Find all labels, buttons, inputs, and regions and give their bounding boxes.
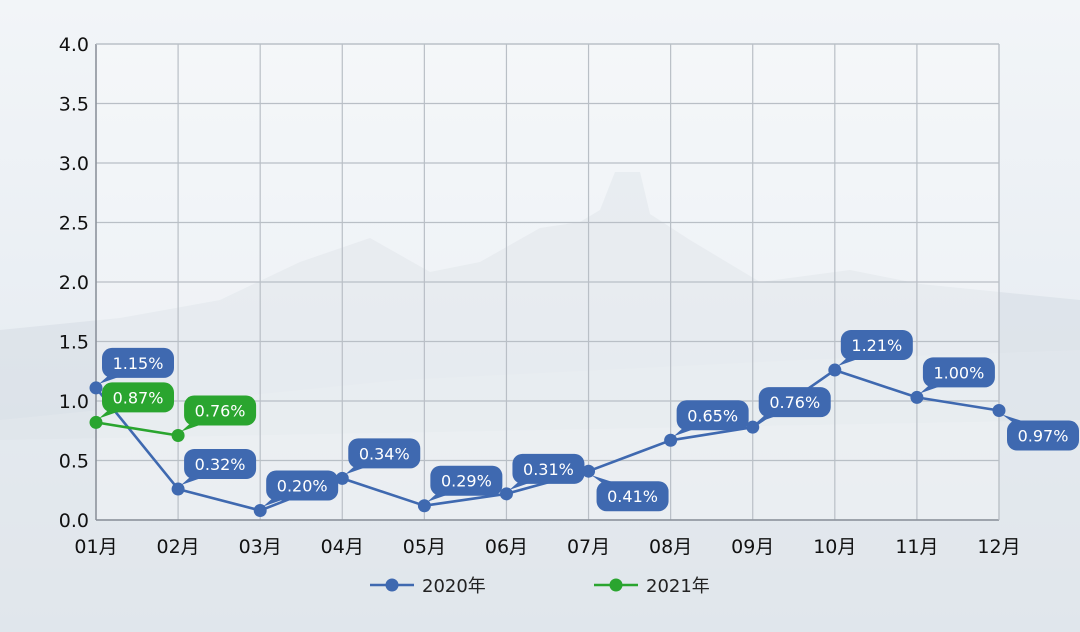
data-label-text: 1.00% <box>933 363 984 382</box>
data-point-1 <box>253 503 267 517</box>
data-label-2: 0.76% <box>181 395 257 432</box>
data-label-text: 0.20% <box>277 476 328 495</box>
data-label-2: 0.87% <box>99 382 174 419</box>
x-tick-label: 11月 <box>895 536 938 558</box>
data-point-1 <box>828 363 842 377</box>
data-point-2 <box>171 429 185 443</box>
data-label-1: 1.21% <box>837 330 913 367</box>
x-tick-label: 05月 <box>403 536 446 558</box>
data-label-1: 0.32% <box>181 449 257 486</box>
y-axis-tick-labels: 0.0 0.5 1.0 1.5 2.0 2.5 3.0 3.5 4.0 <box>59 34 89 532</box>
data-label-box <box>922 357 995 388</box>
data-point-1 <box>582 464 596 478</box>
x-tick-label: 08月 <box>649 536 692 558</box>
data-label-box <box>184 395 257 426</box>
data-point-2 <box>89 415 103 429</box>
data-label-text: 0.41% <box>607 487 658 506</box>
series-line-2 <box>95 421 179 437</box>
y-tick-label: 2.5 <box>59 213 89 235</box>
y-tick-label: 0.5 <box>59 451 89 473</box>
data-label-box <box>1007 420 1079 451</box>
data-label-text: 0.32% <box>195 455 246 474</box>
data-label-1: 0.29% <box>427 465 503 502</box>
data-label-text: 0.97% <box>1018 427 1069 446</box>
data-label-1: 1.15% <box>99 347 174 384</box>
data-label-text: 1.15% <box>113 354 164 373</box>
x-tick-label: 01月 <box>74 536 117 558</box>
data-point-1 <box>992 404 1006 418</box>
plot-grid <box>95 43 1000 521</box>
data-label-1: 0.31% <box>509 453 585 490</box>
x-axis-tick-labels: 01月 02月 03月 04月 05月 06月 07月 08月 09月 10月 11月 12月 <box>74 536 1020 558</box>
x-tick-label: 02月 <box>156 536 199 558</box>
data-point-1 <box>171 482 185 496</box>
x-tick-label: 07月 <box>567 536 610 558</box>
legend: 2020年 2021年 <box>370 576 710 597</box>
data-label-box <box>266 470 339 501</box>
legend-swatch-marker <box>385 578 399 592</box>
data-label-text: 0.31% <box>523 460 574 479</box>
data-label-box <box>676 400 749 431</box>
data-label-box <box>840 330 913 361</box>
x-tick-label: 12月 <box>977 536 1020 558</box>
data-label-1: 0.97% <box>1002 414 1079 451</box>
data-label-layer: 1.15% 0.32% 0.20% 0.34% 0.29% 0.31% 0.41% 0.65%… <box>99 330 1079 512</box>
data-point-1 <box>499 487 513 501</box>
data-label-text: 0.76% <box>195 402 246 421</box>
data-label-text: 0.29% <box>441 472 492 491</box>
data-label-text: 0.76% <box>769 393 820 412</box>
data-label-box <box>102 347 174 378</box>
y-tick-label: 3.5 <box>59 94 89 116</box>
data-label-1: 1.00% <box>919 357 995 394</box>
data-label-box <box>596 481 669 512</box>
data-label-text: 0.87% <box>113 388 164 407</box>
data-label-box <box>184 449 257 480</box>
y-tick-label: 3.0 <box>59 153 89 175</box>
legend-label: 2021年 <box>646 576 710 597</box>
data-label-text: 0.34% <box>359 444 410 463</box>
y-tick-label: 1.5 <box>59 332 89 354</box>
y-tick-label: 1.0 <box>59 391 89 413</box>
y-tick-label: 2.0 <box>59 272 89 294</box>
legend-item-2: 2021年 <box>594 576 710 597</box>
data-point-1 <box>89 381 103 395</box>
axes <box>95 43 1000 521</box>
y-tick-label: 0.0 <box>59 510 89 532</box>
legend-item-1: 2020年 <box>370 576 486 597</box>
data-label-text: 0.65% <box>687 406 738 425</box>
data-point-1 <box>335 471 349 485</box>
data-label-box <box>430 465 503 496</box>
data-label-1: 0.65% <box>673 400 749 437</box>
data-label-box <box>102 382 174 413</box>
data-label-box <box>512 453 585 484</box>
legend-swatch-marker <box>609 578 623 592</box>
legend-label: 2020年 <box>422 576 486 597</box>
x-tick-label: 06月 <box>485 536 528 558</box>
data-label-box <box>758 387 831 418</box>
data-label-1: 0.20% <box>263 470 339 507</box>
x-tick-label: 09月 <box>731 536 774 558</box>
y-tick-label: 4.0 <box>59 34 89 56</box>
data-label-1: 0.76% <box>755 387 831 424</box>
data-point-1 <box>664 433 678 447</box>
data-label-1: 0.41% <box>591 475 669 512</box>
data-label-1: 0.34% <box>345 438 421 475</box>
data-label-text: 1.21% <box>851 336 902 355</box>
data-label-box <box>348 438 421 469</box>
data-point-1 <box>417 499 431 513</box>
x-tick-label: 04月 <box>321 536 364 558</box>
data-point-1 <box>910 390 924 404</box>
data-point-1 <box>746 420 760 434</box>
x-tick-label: 03月 <box>239 536 282 558</box>
x-tick-label: 10月 <box>813 536 856 558</box>
